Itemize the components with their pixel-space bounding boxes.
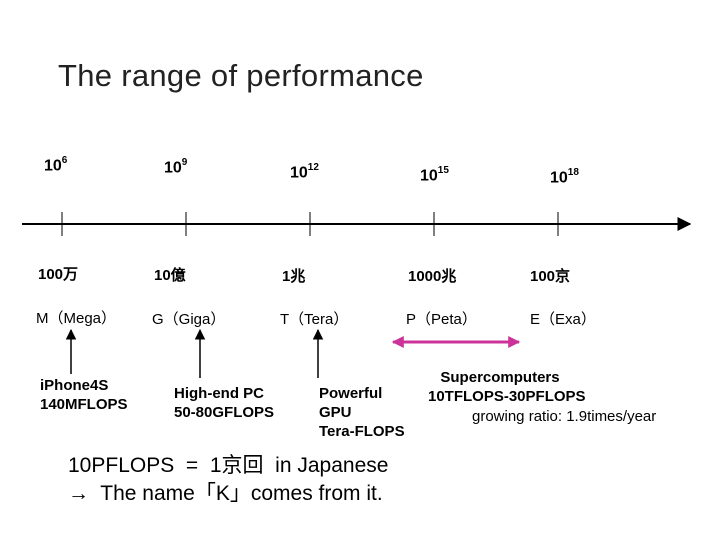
si-prefix-tera: T（Tera） bbox=[280, 311, 349, 328]
highend-pc-annotation: High-end PC 50-80GFLOPS bbox=[174, 385, 275, 421]
si-prefix-mega: M（Mega） bbox=[36, 310, 117, 327]
power-label-1e6: 106 bbox=[44, 155, 68, 175]
japanese-unit-1e9: 10億 bbox=[154, 267, 186, 284]
footnote-kei: 10PFLOPS = 1京回 in Japanese bbox=[68, 454, 389, 477]
si-prefix-peta: P（Peta） bbox=[406, 311, 477, 328]
si-prefix-exa: E（Exa） bbox=[530, 311, 596, 328]
si-prefix-giga: G（Giga） bbox=[152, 311, 226, 328]
power-label-1e9: 109 bbox=[164, 157, 188, 177]
gpu-annotation: Powerful GPU Tera-FLOPS bbox=[319, 385, 405, 440]
growing-ratio-annotation: growing ratio: 1.9times/year bbox=[472, 408, 657, 425]
japanese-unit-1e12: 1兆 bbox=[282, 268, 306, 285]
footnote-k-name: → The name「K」comes from it. bbox=[68, 482, 383, 505]
japanese-unit-1e18: 100京 bbox=[530, 268, 571, 285]
iphone-annotation: iPhone4S 140MFLOPS bbox=[40, 377, 128, 413]
page-title: The range of performance bbox=[58, 58, 424, 93]
supercomputers-annotation: Supercomputers 10TFLOPS-30PFLOPS bbox=[428, 369, 586, 405]
power-label-1e18: 1018 bbox=[550, 167, 579, 187]
japanese-unit-1e15: 1000兆 bbox=[408, 268, 457, 285]
power-label-1e12: 1012 bbox=[290, 162, 319, 182]
japanese-unit-1e6: 100万 bbox=[38, 266, 79, 283]
power-label-1e15: 1015 bbox=[420, 165, 449, 185]
